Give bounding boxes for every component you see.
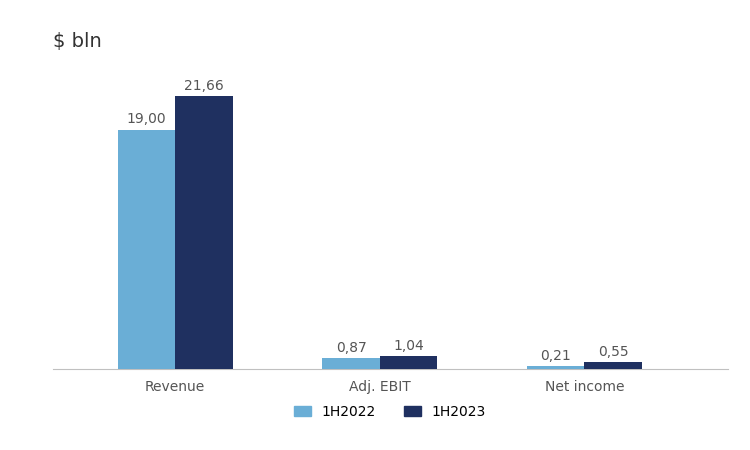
- Bar: [176, 96, 232, 369]
- Bar: [322, 358, 380, 369]
- Legend: 1H2022, 1H2023: 1H2022, 1H2023: [294, 405, 486, 419]
- Bar: [584, 362, 641, 369]
- Text: 0,55: 0,55: [598, 345, 628, 359]
- Bar: [527, 366, 584, 369]
- Text: 0,87: 0,87: [336, 341, 367, 355]
- Text: 19,00: 19,00: [127, 112, 166, 126]
- Text: 0,21: 0,21: [540, 349, 571, 363]
- Bar: [380, 356, 437, 369]
- Text: $ bln: $ bln: [53, 32, 101, 50]
- Text: 21,66: 21,66: [184, 79, 224, 93]
- Bar: [118, 130, 176, 369]
- Text: 1,04: 1,04: [393, 339, 424, 353]
